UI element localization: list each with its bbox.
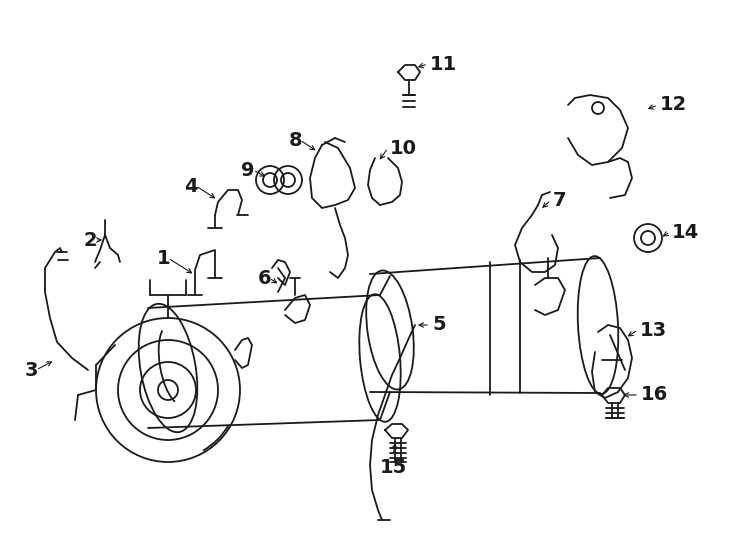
Text: 10: 10	[390, 138, 417, 158]
Text: 6: 6	[258, 268, 271, 287]
Text: 8: 8	[288, 131, 302, 150]
Text: 9: 9	[241, 160, 255, 179]
Text: 1: 1	[156, 248, 170, 267]
Text: 15: 15	[379, 458, 407, 477]
Text: 4: 4	[184, 177, 198, 195]
Text: 7: 7	[553, 191, 567, 210]
Text: 14: 14	[672, 222, 700, 241]
Text: 11: 11	[430, 55, 457, 73]
Text: 3: 3	[24, 361, 38, 380]
Text: 13: 13	[640, 321, 667, 340]
Text: 12: 12	[660, 96, 687, 114]
Text: 5: 5	[432, 315, 446, 334]
Text: 16: 16	[641, 386, 668, 404]
Text: 2: 2	[84, 231, 97, 249]
